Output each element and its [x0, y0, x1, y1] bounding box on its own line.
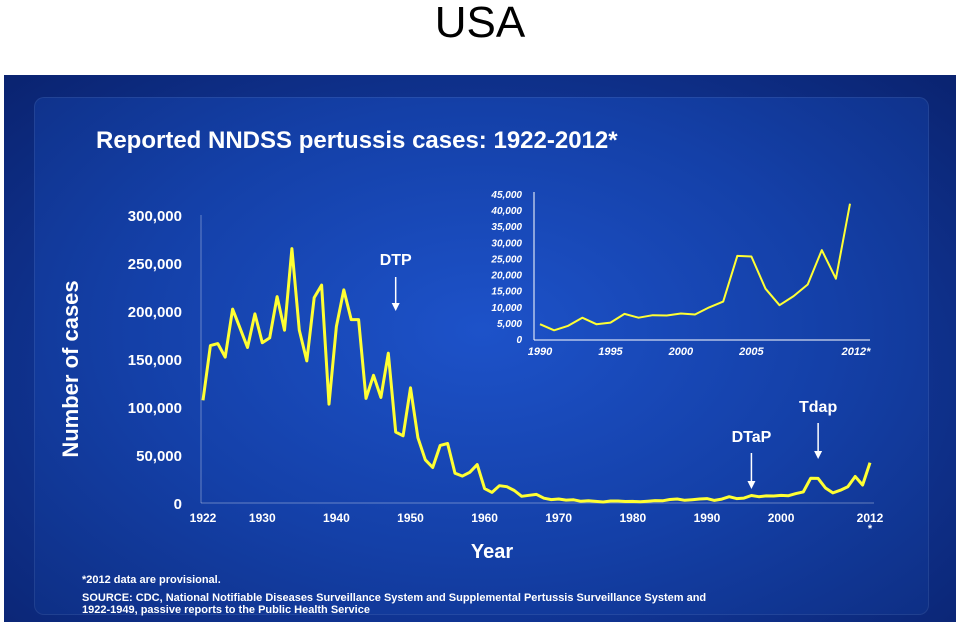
x-axis-label: Year — [471, 541, 513, 563]
main-y-tick-label: 100,000 — [128, 400, 182, 417]
inset-y-tick-label: 20,000 — [490, 271, 522, 282]
annotation-arrow-head — [391, 303, 400, 311]
annotation-label: Tdap — [799, 399, 837, 416]
main-y-tick-label: 300,000 — [128, 208, 182, 225]
annotation-arrow-head — [814, 451, 823, 459]
inset-x-tick-label: 2005 — [738, 346, 764, 358]
main-x-tick-label: 1950 — [397, 511, 424, 525]
main-x-tick-label: 1980 — [619, 511, 646, 525]
annotation-arrow-head — [747, 481, 756, 489]
main-y-ticks: 300,000 250,000 200,000 150,000 100,000 50,00… — [128, 208, 182, 513]
main-y-tick-label: 50,000 — [136, 448, 182, 465]
inset-y-tick-label: 10,000 — [491, 303, 522, 314]
inset-y-tick-label: 45,000 — [490, 190, 522, 201]
inset-y-tick-label: 40,000 — [490, 206, 522, 217]
main-x-tick-label: 2000 — [768, 511, 795, 525]
slide-title: USA — [434, 0, 526, 47]
main-y-tick-label: 250,000 — [128, 256, 182, 273]
chart-inner-frame — [34, 97, 929, 615]
inset-y-ticks: 45,000 40,000 35,000 30,000 25,000 20,000 15,0… — [490, 190, 522, 346]
main-x-tick-label: 2012 — [857, 511, 884, 525]
inset-x-ticks: 1990 1995 2000 2005 2012* — [528, 346, 871, 358]
main-x-tick-label: 1970 — [545, 511, 572, 525]
inset-y-tick-label: 30,000 — [491, 238, 522, 249]
inset-x-tick-label: 1995 — [598, 346, 623, 358]
vaccine-annotations: DTP DTaP Tdap — [380, 252, 837, 489]
chart-panel: Reported NNDSS pertussis cases: 1922-201… — [4, 75, 956, 622]
main-x-ticks: 1922 1930 1940 1950 1960 1970 1980 1990 2000 2012… — [190, 511, 884, 535]
inset-y-tick-label: 25,000 — [490, 254, 522, 265]
main-x-tick-label: 1940 — [323, 511, 350, 525]
main-x-tick-label: 1990 — [694, 511, 721, 525]
main-x-tick-label: 1930 — [249, 511, 276, 525]
main-y-tick-label: 200,000 — [128, 304, 182, 321]
source-line-1: SOURCE: CDC, National Notifiable Disease… — [82, 592, 706, 604]
main-x-tick-label: 1922 — [190, 511, 217, 525]
inset-x-tick-label: 1990 — [528, 346, 553, 358]
main-x-tick-footnote-mark: * — [868, 523, 873, 535]
main-y-tick-label: 0 — [174, 496, 182, 513]
y-axis-label: Number of cases — [58, 280, 83, 457]
source-line-2: 1922-1949, passive reports to the Public… — [82, 604, 370, 616]
provisional-footnote: *2012 data are provisional. — [82, 574, 221, 586]
main-x-tick-label: 1960 — [471, 511, 498, 525]
main-series-line — [201, 247, 872, 504]
inset-x-tick-label: 2000 — [668, 346, 694, 358]
inset-y-tick-label: 5,000 — [497, 319, 522, 330]
pertussis-chart: Reported NNDSS pertussis cases: 1922-201… — [58, 127, 884, 616]
inset-y-tick-label: 15,000 — [491, 287, 522, 298]
inset-y-tick-label: 0 — [516, 335, 522, 346]
inset-y-tick-label: 35,000 — [491, 222, 522, 233]
inset-series-line — [539, 203, 851, 332]
annotation-label: DTP — [380, 252, 412, 269]
annotation-label: DTaP — [732, 429, 772, 446]
chart-title: Reported NNDSS pertussis cases: 1922-201… — [96, 127, 618, 154]
inset-x-tick-label: 2012* — [841, 346, 871, 358]
main-y-tick-label: 150,000 — [128, 352, 182, 369]
